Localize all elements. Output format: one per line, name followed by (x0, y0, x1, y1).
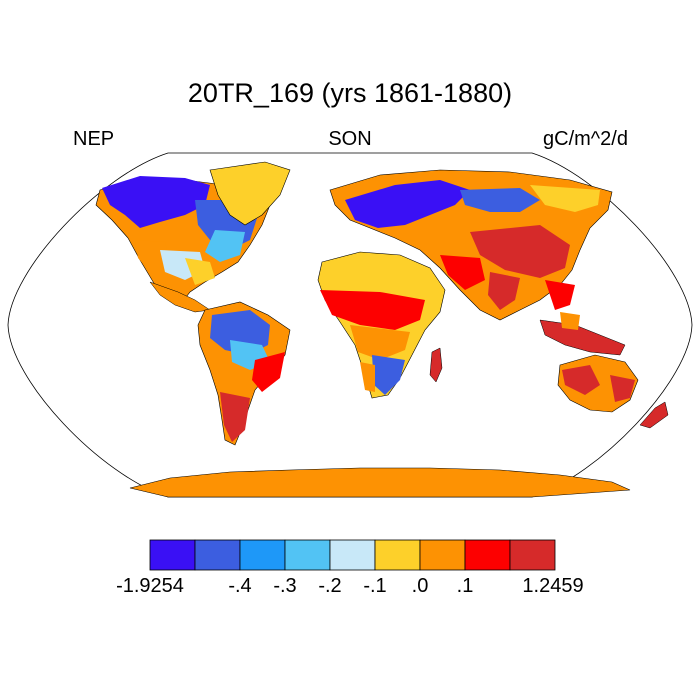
units-label: gC/m^2/d (543, 128, 628, 150)
map-title: 20TR_169 (yrs 1861-1880) (187, 78, 513, 108)
colorbar-box-8 (464, 539, 511, 571)
colorbar-box-3 (239, 539, 286, 571)
colorbar-box-6 (374, 539, 421, 571)
antarctica-landmass (129, 467, 631, 498)
madagascar-landmass (429, 347, 443, 383)
greenland-landmass (209, 161, 291, 226)
colorbar-tick-7: .1 (456, 575, 474, 597)
colorbar-tick-1: -1.9254 (116, 575, 184, 597)
southeast-asia-landmass (539, 312, 626, 356)
africa-landmass (317, 251, 446, 399)
colorbar-tick-8: 1.2459 (522, 575, 584, 597)
colorbar-tick-3: -.3 (273, 575, 297, 597)
north-america-landmass (95, 176, 271, 313)
colorbar-tick-5: -.1 (363, 575, 387, 597)
new-zealand-landmass (639, 401, 669, 429)
colorbar-tick-6: .0 (411, 575, 429, 597)
colorbar-tick-2: -.4 (228, 575, 252, 597)
colorbar-box-1 (149, 539, 196, 571)
colorbar-box-4 (284, 539, 331, 571)
variable-label: NEP (73, 128, 115, 150)
colorbar-tick-4: -.2 (318, 575, 342, 597)
south-america-landmass (197, 301, 291, 446)
season-label: SON (328, 128, 372, 150)
colorbar-box-2 (194, 539, 241, 571)
colorbar-box-7 (419, 539, 466, 571)
colorbar-box-5 (329, 539, 376, 571)
colorbar-box-9 (509, 539, 556, 571)
australia-landmass (557, 354, 639, 413)
eurasia-landmass (329, 169, 613, 321)
